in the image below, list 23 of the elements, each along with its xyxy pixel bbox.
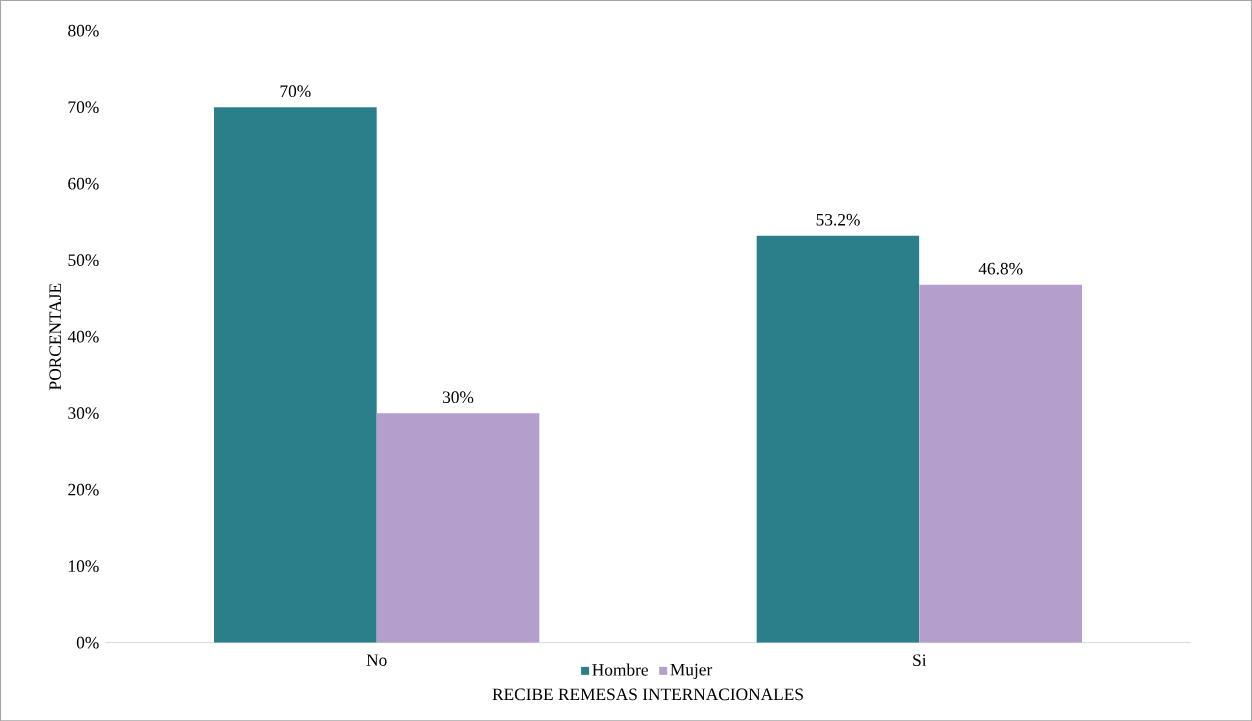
data-label: 70%	[280, 85, 311, 97]
y-tick-label: 50%	[68, 254, 99, 266]
y-axis-title: PORCENTAJE	[49, 283, 62, 390]
x-tick-label: Si	[913, 654, 927, 666]
y-tick-label: 80%	[68, 24, 99, 37]
data-label: 46.8%	[978, 262, 1023, 275]
legend-label: Mujer	[670, 663, 713, 679]
legend-label: Hombre	[592, 663, 648, 676]
bar	[214, 107, 377, 643]
x-tick-label: No	[366, 654, 387, 666]
y-tick-label: 30%	[68, 407, 99, 419]
bar	[919, 284, 1083, 643]
y-tick-label: 60%	[68, 177, 99, 190]
data-label: 53.2%	[816, 213, 860, 226]
y-tick-label: 0%	[76, 636, 99, 649]
y-tick-label: 40%	[67, 330, 99, 343]
y-tick-label: 20%	[68, 483, 99, 496]
bar	[376, 413, 540, 643]
data-label: 30%	[442, 391, 474, 403]
y-tick-label: 70%	[68, 101, 99, 113]
bar	[756, 235, 920, 643]
x-axis-title: RECIBE REMESAS INTERNACIONALES	[492, 688, 803, 701]
y-tick-label: 10%	[69, 560, 99, 572]
